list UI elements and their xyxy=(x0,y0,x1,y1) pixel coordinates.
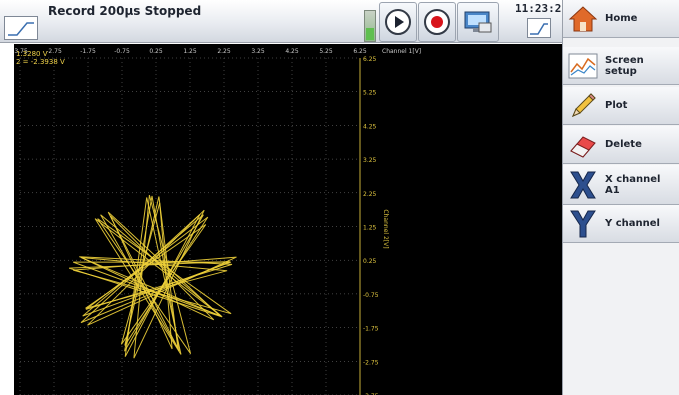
screen-setup-icon xyxy=(567,50,599,82)
delete-label: Delete xyxy=(605,139,642,150)
x-tick-label: 0.25 xyxy=(149,48,163,55)
delete-button[interactable]: Delete xyxy=(563,126,679,164)
x-tick-label: 5.25 xyxy=(319,48,333,55)
record-status-title: Record 200µs Stopped xyxy=(48,4,202,18)
x-tick-label: -0.75 xyxy=(114,48,130,55)
y-axis-label: Channel 2[V] xyxy=(382,209,389,248)
x-channel-button[interactable]: X channel A1 xyxy=(563,165,679,205)
x-tick-label: 3.25 xyxy=(251,48,265,55)
xy-plot-area[interactable]: -3.75 -2.75 -1.75 -0.75 0.25 1.25 2.25 3.25 4.25… xyxy=(14,44,562,395)
x-tick-label: 4.25 xyxy=(285,48,299,55)
x-tick-label: -3.75 xyxy=(14,48,28,55)
x-tick-label: 2.25 xyxy=(217,48,231,55)
y-tick-label: -3.75 xyxy=(363,393,379,395)
screen-setup-label: Screen setup xyxy=(605,54,644,77)
y-tick-label: 2.25 xyxy=(363,191,377,198)
top-toolbar: Record 200µs Stopped 11:23:22 xyxy=(0,0,568,43)
home-label: Home xyxy=(605,13,638,24)
x-letter-icon xyxy=(567,169,599,201)
y-tick-label: 1.25 xyxy=(363,225,377,232)
record-thumbnail-icon[interactable] xyxy=(4,16,38,40)
y-channel-label: Y channel xyxy=(605,218,660,229)
y-tick-label: -0.75 xyxy=(363,292,379,299)
y-tick-label: 0.25 xyxy=(363,258,377,265)
x-axis-label: Channel 1[V] xyxy=(382,48,421,55)
pencil-icon xyxy=(567,90,599,122)
record-icon xyxy=(424,9,450,35)
display-mode-icon[interactable] xyxy=(527,18,551,38)
play-button[interactable] xyxy=(379,2,417,42)
clock: 11:23:22 xyxy=(515,2,568,15)
screenshot-icon xyxy=(464,11,492,33)
signal-trace xyxy=(68,197,230,357)
play-icon xyxy=(385,9,411,35)
side-menu: Home Screen setup Plot xyxy=(562,0,679,395)
x-tick-label: 6.25 xyxy=(353,48,367,55)
plot-button[interactable]: Plot xyxy=(563,87,679,125)
y-tick-label: -1.75 xyxy=(363,326,379,333)
home-button[interactable]: Home xyxy=(563,0,679,38)
screen-setup-button[interactable]: Screen setup xyxy=(563,47,679,85)
x-tick-label: 1.25 xyxy=(183,48,197,55)
signal-trace xyxy=(73,195,231,352)
plot-label: Plot xyxy=(605,100,628,111)
y-tick-label: 6.25 xyxy=(363,56,377,63)
y-tick-label: 5.25 xyxy=(363,90,377,97)
y-tick-label: 4.25 xyxy=(363,123,377,130)
x-tick-label: -2.75 xyxy=(46,48,62,55)
y-channel-button[interactable]: Y channel xyxy=(563,205,679,243)
signal-trace xyxy=(73,194,237,359)
cursor-1-value: 1.3280 V xyxy=(16,50,48,58)
cursor-readout: 1.3280 V 2 = -2.3938 V xyxy=(16,50,65,66)
screenshot-button[interactable] xyxy=(457,2,499,42)
eraser-icon xyxy=(567,129,599,161)
y-tick-label: 3.25 xyxy=(363,157,377,164)
level-meter xyxy=(364,10,376,42)
record-button[interactable] xyxy=(418,2,456,42)
x-tick-label: -1.75 xyxy=(80,48,96,55)
xy-plot-svg: -3.75 -2.75 -1.75 -0.75 0.25 1.25 2.25 3.25 4.25… xyxy=(14,48,421,395)
signal-trace xyxy=(80,202,228,350)
house-icon xyxy=(567,3,599,35)
cursor-2-value: 2 = -2.3938 V xyxy=(16,58,65,66)
y-tick-label: -2.75 xyxy=(363,359,379,366)
y-letter-icon xyxy=(567,208,599,240)
x-channel-label: X channel A1 xyxy=(605,173,661,196)
